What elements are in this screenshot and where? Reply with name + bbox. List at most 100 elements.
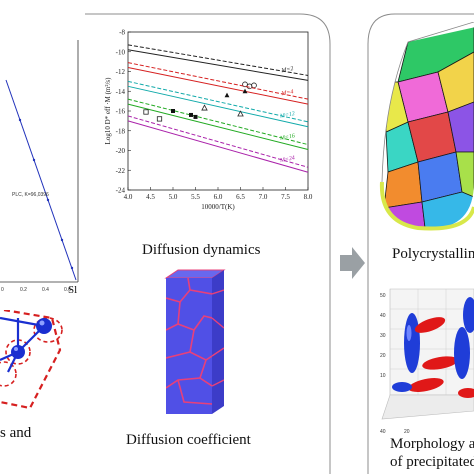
data-point [242, 88, 248, 94]
caption-left-fragment: s and [0, 425, 32, 441]
precipitate [414, 317, 446, 333]
y-tick-label: -12 [116, 68, 126, 76]
x-tick-label: 8.0 [304, 193, 313, 201]
atom-mid [11, 345, 25, 359]
precipitate-3d-plot: 50 40 30 20 10 40 20 [380, 288, 474, 435]
y-tick-label: -22 [116, 167, 126, 175]
x-axis-label: 10000/T(K) [201, 203, 235, 211]
data-point [143, 109, 149, 115]
x-tick-label: 5.5 [191, 193, 200, 201]
series-line-solid [127, 85, 309, 128]
y-tick-label: -24 [116, 187, 126, 195]
left-plot-annotation: PLC, K=96,0396 [12, 192, 49, 198]
dashed-ring-bottom [0, 361, 17, 387]
grain-boundaries-front [166, 278, 212, 405]
grain-box [164, 269, 226, 414]
data-point [171, 109, 175, 113]
caption-morphology-line1: Morphology a [390, 436, 474, 452]
flow-arrow [340, 247, 365, 279]
left-plot-point [60, 238, 64, 242]
grain-box-side [212, 270, 224, 414]
svg-text:20: 20 [380, 353, 386, 359]
left-plot-x-tick-0: 0 [1, 287, 4, 293]
precipitate [408, 378, 444, 392]
left-plot-x-label: Sl [68, 284, 78, 296]
left-plot-point [70, 266, 74, 270]
precipitate [463, 297, 474, 333]
diffusion-chart: 4.0 4.5 5.0 5.5 6.0 6.5 7.0 7.5 8.0 -8 -10 -12 -14 -1… [104, 29, 313, 212]
svg-text:40: 40 [380, 429, 386, 435]
left-plot-x-tick-1: 0.2 [20, 287, 27, 293]
left-plot-x-tick-2: 0.4 [42, 287, 49, 293]
series-line-solid [127, 103, 309, 150]
y-axis-label: Log10 D* eff ·M (m²/s) [104, 77, 112, 145]
caption-diffusion-coefficient: Diffusion coefficient [126, 432, 251, 448]
molecule-illustration [0, 310, 63, 410]
series-label: M=24 [278, 154, 295, 164]
y-tick-label: -10 [116, 48, 126, 56]
svg-text:40: 40 [380, 313, 386, 319]
series-line-solid [127, 67, 309, 105]
left-plot-points [18, 118, 74, 270]
cone-base-rim [379, 181, 474, 231]
caption-polycrystalline: Polycrystallin [392, 246, 474, 262]
left-plot-point [18, 118, 22, 122]
plot-box-floor [381, 394, 474, 420]
left-plot-point [32, 158, 36, 162]
y-tick-label: -20 [116, 147, 126, 155]
series-line-solid [127, 49, 309, 81]
data-point [242, 81, 248, 88]
series-label: M=2 [280, 66, 294, 74]
cone-outline [381, 22, 474, 183]
middle-panel-border [85, 13, 331, 474]
data-point [224, 92, 230, 98]
left-plot-fit-line [5, 79, 77, 281]
series-line-dashed [127, 44, 309, 76]
x-tick-label: 4.0 [124, 193, 133, 201]
svg-text:50: 50 [380, 293, 386, 299]
svg-text:10: 10 [380, 373, 386, 379]
y-tick-label: -18 [116, 127, 126, 135]
precipitate [454, 327, 470, 379]
grain-box-front [166, 278, 212, 414]
x-tick-label: 7.0 [259, 193, 268, 201]
caption-diffusion-dynamics: Diffusion dynamics [142, 242, 261, 258]
series-line-dashed [127, 115, 309, 168]
left-plot-point [46, 198, 50, 202]
y-tick-label: -16 [116, 108, 126, 116]
x-tick-label: 5.0 [169, 193, 178, 201]
data-point [189, 112, 193, 117]
precipitate [458, 388, 474, 398]
series-line-solid [127, 120, 309, 173]
x-tick-label: 6.5 [236, 193, 245, 201]
series-label: M=4 [280, 88, 294, 97]
dashed-ring-top [33, 317, 63, 343]
series-line-dashed [127, 98, 309, 146]
data-point [201, 104, 208, 111]
left-plot-x-tick-3: 0.6 [64, 287, 71, 293]
data-point [193, 114, 198, 119]
polycrystalline-cone [379, 22, 474, 231]
y-tick-label: -8 [119, 29, 125, 37]
svg-text:20: 20 [404, 429, 410, 435]
right-panel-border [367, 13, 474, 474]
precipitate [404, 313, 420, 373]
left-plot: PLC, K=96,0396 0 0.2 0.4 0.6 [0, 40, 79, 293]
x-tick-label: 7.5 [281, 193, 290, 201]
series-line-dashed [127, 80, 309, 123]
caption-morphology-line2: of precipitated [390, 454, 474, 470]
y-tick-label: -14 [116, 88, 126, 96]
x-tick-label: 4.5 [146, 193, 155, 201]
atom-top [36, 318, 52, 334]
data-point [156, 116, 163, 122]
data-point [237, 110, 244, 117]
x-tick-label: 6.0 [214, 193, 223, 201]
precipitate [392, 382, 412, 392]
dashed-boundary [0, 310, 62, 410]
series-label: M=12 [279, 111, 296, 120]
series-label: M=16 [279, 133, 296, 142]
precipitate [422, 356, 458, 370]
svg-text:30: 30 [380, 333, 386, 339]
series-line-dashed [127, 62, 309, 100]
